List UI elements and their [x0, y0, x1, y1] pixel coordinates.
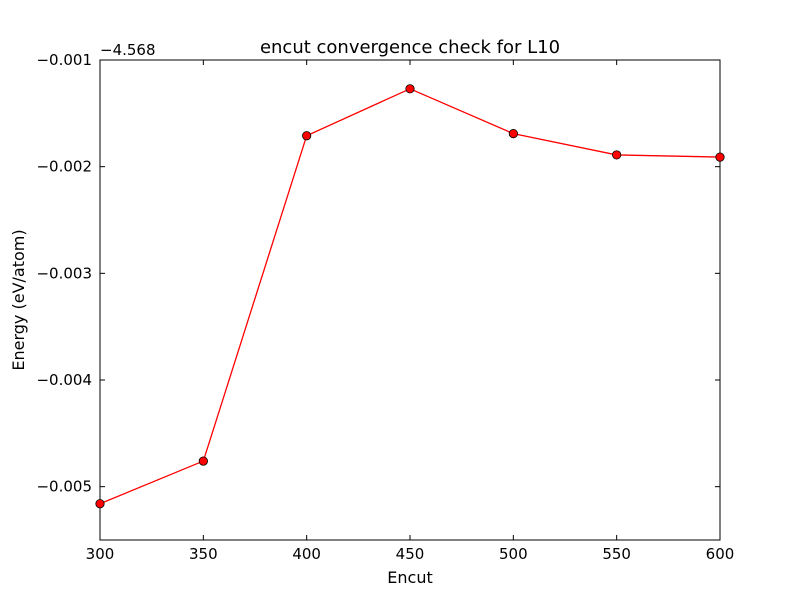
y-tick-label: −0.001 [36, 51, 92, 69]
x-tick-label: 600 [706, 545, 735, 563]
y-tick-label: −0.002 [36, 158, 92, 176]
x-tick-label: 350 [189, 545, 218, 563]
y-tick-label: −0.005 [36, 478, 92, 496]
x-tick-label: 500 [499, 545, 528, 563]
data-point [95, 499, 105, 509]
y-axis: −0.001 −0.002 −0.003 −0.004 −0.005 [36, 51, 720, 496]
data-point [612, 150, 622, 160]
y-axis-label: Energy (eV/atom) [9, 229, 28, 370]
x-axis-label: Encut [387, 568, 432, 587]
data-point [405, 84, 415, 94]
data-point [302, 131, 312, 141]
x-tick-label: 450 [396, 545, 425, 563]
series-layer [95, 84, 725, 509]
y-offset-label: −4.568 [100, 41, 156, 59]
y-tick-label: −0.003 [36, 264, 92, 282]
data-point [715, 152, 725, 162]
chart-title: encut convergence check for L10 [260, 37, 560, 58]
y-tick-label: −0.004 [36, 371, 92, 389]
x-tick-label: 550 [602, 545, 631, 563]
x-tick-label: 300 [86, 545, 115, 563]
x-tick-label: 400 [292, 545, 321, 563]
data-point [198, 456, 208, 466]
x-axis: 300 350 400 450 500 550 600 [86, 60, 735, 563]
data-point [508, 129, 518, 139]
